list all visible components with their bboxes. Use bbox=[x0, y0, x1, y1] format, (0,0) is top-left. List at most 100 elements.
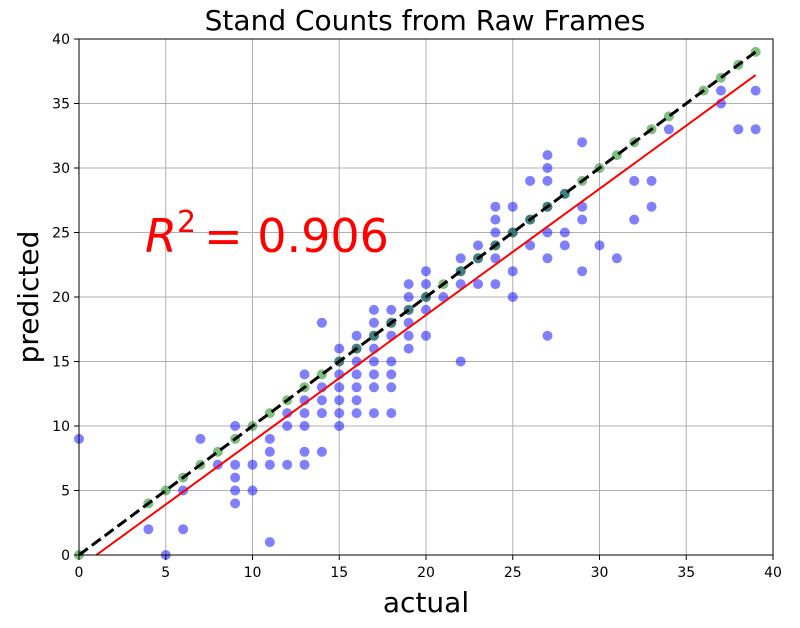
prediction-point bbox=[264, 433, 275, 444]
prediction-point bbox=[490, 214, 501, 225]
prediction-point bbox=[577, 137, 588, 148]
prediction-point bbox=[750, 85, 761, 96]
y-tick-label: 10 bbox=[52, 419, 70, 435]
prediction-point bbox=[334, 408, 345, 419]
prediction-point bbox=[368, 369, 379, 380]
prediction-point bbox=[403, 343, 414, 354]
prediction-point bbox=[351, 408, 362, 419]
prediction-point bbox=[351, 382, 362, 393]
prediction-point bbox=[230, 459, 241, 470]
prediction-point bbox=[577, 266, 588, 277]
r-squared-base: R bbox=[145, 209, 177, 263]
prediction-point bbox=[629, 175, 640, 186]
prediction-point bbox=[750, 124, 761, 135]
y-tick-label: 40 bbox=[52, 32, 70, 48]
y-tick-label: 30 bbox=[52, 161, 70, 177]
prediction-point bbox=[646, 175, 657, 186]
prediction-point bbox=[542, 253, 553, 264]
prediction-point bbox=[629, 214, 640, 225]
prediction-point bbox=[507, 292, 518, 302]
prediction-point bbox=[733, 124, 744, 135]
x-tick-label: 25 bbox=[504, 565, 522, 581]
prediction-point bbox=[490, 201, 501, 212]
x-axis-label: actual bbox=[383, 586, 469, 619]
prediction-point bbox=[334, 343, 345, 354]
prediction-point bbox=[386, 356, 397, 367]
prediction-point bbox=[299, 459, 310, 470]
prediction-point bbox=[507, 266, 518, 277]
prediction-point bbox=[386, 369, 397, 380]
prediction-point bbox=[351, 330, 362, 341]
prediction-point bbox=[282, 459, 293, 470]
prediction-point bbox=[316, 408, 327, 419]
identity-line bbox=[78, 50, 757, 557]
y-tick-label: 35 bbox=[52, 97, 70, 113]
y-tick-label: 15 bbox=[52, 355, 70, 371]
prediction-point bbox=[455, 279, 466, 290]
prediction-point bbox=[577, 214, 588, 225]
prediction-point bbox=[282, 421, 293, 431]
x-tick-label: 40 bbox=[764, 565, 782, 581]
x-tick-label: 0 bbox=[75, 565, 84, 581]
reference-lines bbox=[78, 50, 757, 557]
prediction-point bbox=[490, 279, 501, 290]
prediction-point bbox=[351, 369, 362, 380]
prediction-point bbox=[646, 201, 657, 212]
prediction-point bbox=[368, 304, 379, 315]
prediction-point bbox=[316, 446, 327, 457]
y-tick-label: 5 bbox=[61, 484, 70, 500]
prediction-point bbox=[386, 304, 397, 315]
prediction-point bbox=[316, 395, 327, 406]
prediction-point bbox=[386, 408, 397, 419]
prediction-point bbox=[264, 446, 275, 457]
y-tick-label: 25 bbox=[52, 226, 70, 242]
prediction-point bbox=[264, 459, 275, 470]
r-squared-exponent: 2 bbox=[177, 205, 196, 240]
prediction-point bbox=[386, 382, 397, 393]
prediction-point bbox=[247, 485, 258, 496]
prediction-point bbox=[368, 356, 379, 367]
prediction-point bbox=[403, 292, 414, 302]
y-tick-label: 0 bbox=[61, 548, 70, 564]
x-tick-label: 10 bbox=[244, 565, 262, 581]
prediction-point bbox=[663, 124, 674, 135]
prediction-point bbox=[247, 459, 258, 470]
prediction-point bbox=[368, 408, 379, 419]
prediction-point bbox=[230, 498, 241, 509]
prediction-point bbox=[230, 472, 241, 483]
prediction-point bbox=[490, 253, 501, 264]
prediction-point bbox=[299, 408, 310, 419]
prediction-point bbox=[282, 408, 293, 419]
chart-title: Stand Counts from Raw Frames bbox=[205, 4, 646, 37]
y-axis-ticks: 0 5 10 15 20 25 30 35 40 bbox=[52, 32, 79, 564]
x-axis-ticks: 0 5 10 15 20 25 30 35 40 bbox=[75, 555, 782, 581]
prediction-point bbox=[542, 150, 553, 161]
prediction-point bbox=[334, 382, 345, 393]
fit-line bbox=[95, 74, 757, 556]
prediction-point bbox=[421, 279, 431, 290]
prediction-point bbox=[542, 227, 553, 238]
prediction-point bbox=[351, 395, 362, 406]
prediction-point bbox=[559, 227, 570, 238]
prediction-point bbox=[559, 240, 570, 251]
y-axis-label: predicted bbox=[12, 231, 45, 364]
prediction-point bbox=[542, 330, 553, 341]
prediction-point bbox=[507, 201, 518, 212]
x-tick-label: 30 bbox=[591, 565, 609, 581]
prediction-point bbox=[542, 163, 553, 173]
prediction-point bbox=[230, 485, 241, 496]
prediction-point bbox=[230, 421, 241, 431]
prediction-point bbox=[368, 317, 379, 328]
prediction-point bbox=[421, 330, 431, 341]
prediction-point bbox=[264, 537, 275, 548]
prediction-point bbox=[299, 421, 310, 431]
prediction-point bbox=[195, 433, 206, 444]
prediction-point bbox=[542, 175, 553, 186]
x-tick-label: 20 bbox=[417, 565, 435, 581]
prediction-point bbox=[334, 395, 345, 406]
prediction-point bbox=[421, 266, 431, 277]
prediction-point bbox=[368, 382, 379, 393]
prediction-point bbox=[455, 253, 466, 264]
prediction-point bbox=[594, 240, 605, 251]
